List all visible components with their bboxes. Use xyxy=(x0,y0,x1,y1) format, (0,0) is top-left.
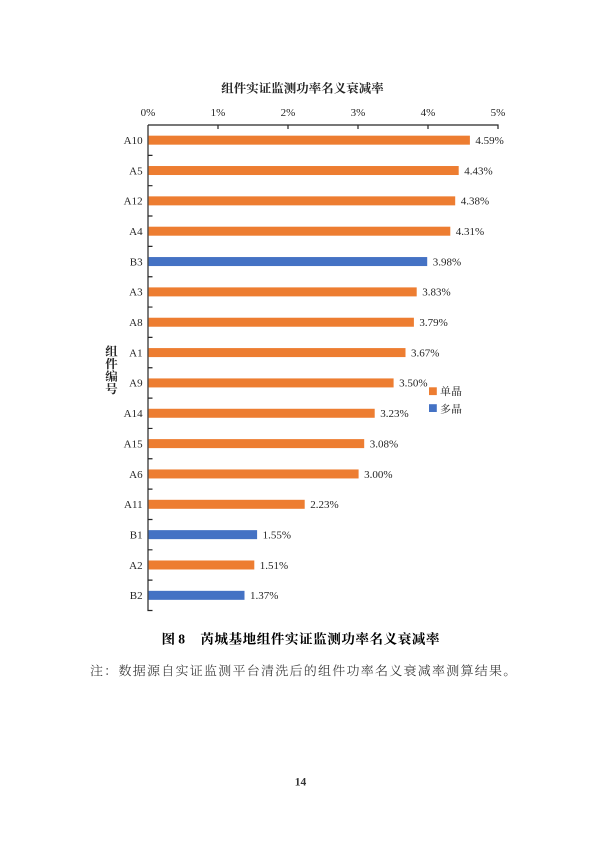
svg-text:3.50%: 3.50% xyxy=(399,378,427,390)
svg-text:2%: 2% xyxy=(281,107,296,119)
svg-text:A12: A12 xyxy=(124,196,143,208)
svg-text:A6: A6 xyxy=(129,469,143,481)
svg-text:B1: B1 xyxy=(130,529,143,541)
svg-text:A9: A9 xyxy=(129,378,143,390)
svg-text:3.00%: 3.00% xyxy=(364,469,392,481)
svg-text:1.51%: 1.51% xyxy=(260,560,288,572)
svg-text:A2: A2 xyxy=(129,560,142,572)
svg-text:3.79%: 3.79% xyxy=(419,317,447,329)
svg-text:A8: A8 xyxy=(129,317,143,329)
svg-text:4.59%: 4.59% xyxy=(475,135,503,147)
svg-text:0%: 0% xyxy=(141,107,156,119)
svg-text:1.37%: 1.37% xyxy=(250,590,278,602)
svg-text:1.55%: 1.55% xyxy=(263,529,291,541)
svg-text:5%: 5% xyxy=(491,107,506,119)
svg-text:4.43%: 4.43% xyxy=(464,165,492,177)
svg-text:3.83%: 3.83% xyxy=(422,287,450,299)
svg-text:4%: 4% xyxy=(421,107,436,119)
svg-text:A14: A14 xyxy=(124,408,143,420)
svg-text:A15: A15 xyxy=(124,438,143,450)
svg-text:3.23%: 3.23% xyxy=(380,408,408,420)
svg-text:B2: B2 xyxy=(130,590,143,602)
svg-text:1%: 1% xyxy=(211,107,226,119)
svg-text:A10: A10 xyxy=(124,135,143,147)
svg-text:A4: A4 xyxy=(129,226,143,238)
svg-text:A1: A1 xyxy=(129,347,142,359)
svg-text:3%: 3% xyxy=(351,107,366,119)
svg-text:A5: A5 xyxy=(129,165,143,177)
svg-text:3.08%: 3.08% xyxy=(370,438,398,450)
svg-text:4.31%: 4.31% xyxy=(456,226,484,238)
svg-text:3.98%: 3.98% xyxy=(433,256,461,268)
svg-text:14: 14 xyxy=(295,777,307,789)
svg-text:8: 8 xyxy=(178,632,185,647)
svg-text:B3: B3 xyxy=(130,256,143,268)
svg-text:A3: A3 xyxy=(129,287,143,299)
svg-text:A11: A11 xyxy=(124,499,143,511)
svg-text:4.38%: 4.38% xyxy=(461,196,489,208)
svg-text:2.23%: 2.23% xyxy=(310,499,338,511)
svg-text:3.67%: 3.67% xyxy=(411,347,439,359)
